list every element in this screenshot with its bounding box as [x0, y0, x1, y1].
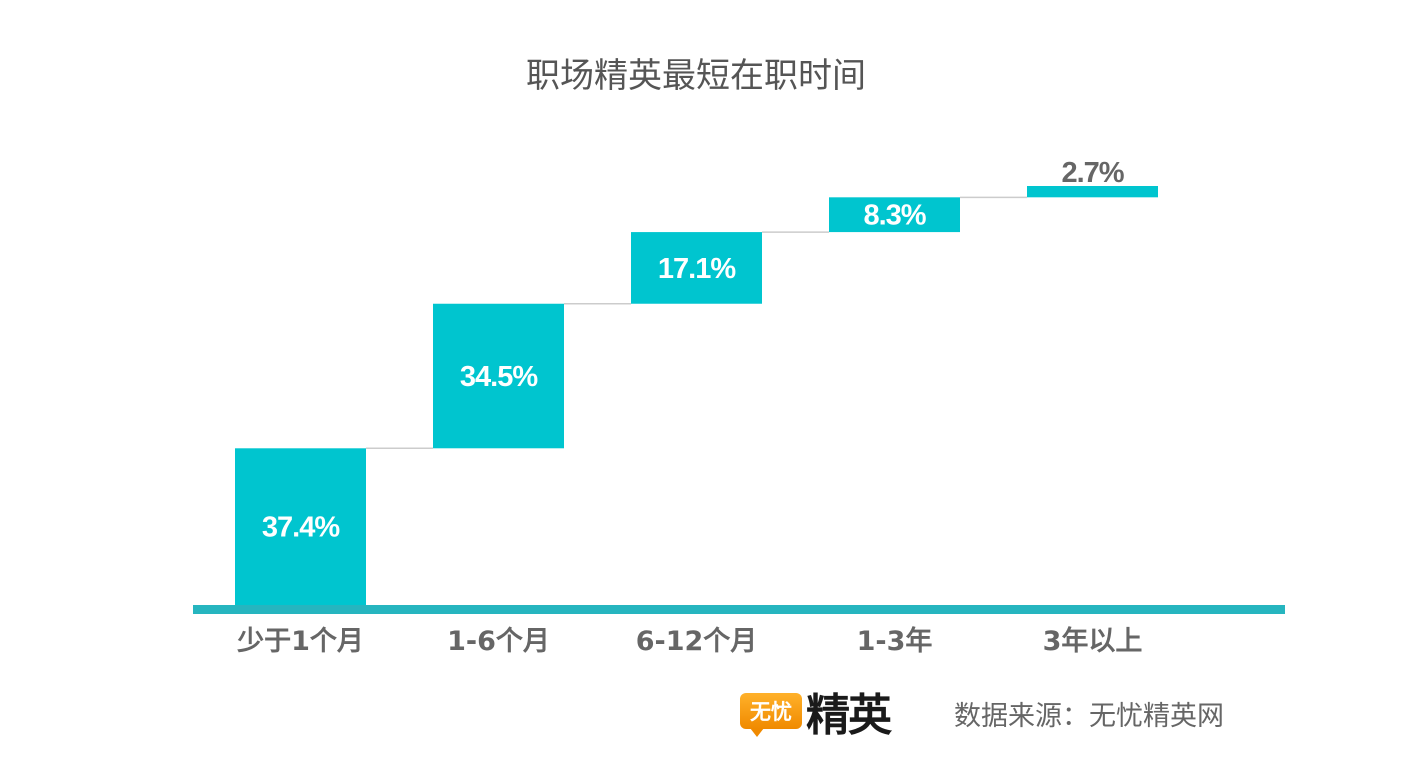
bar: [829, 197, 960, 233]
data-label: 8.3%: [863, 200, 926, 232]
data-label: 17.1%: [658, 253, 736, 285]
x-axis-line: [193, 605, 1285, 614]
tick-label: 6-12个月: [636, 626, 758, 657]
chart-title: 职场精英最短在职时间: [526, 56, 866, 96]
bar: [235, 448, 366, 605]
logo-mark: 无忧: [740, 693, 802, 737]
bar: [1027, 186, 1158, 198]
waterfall-chart: 37.4% 34.5% 17.1% 8.3% 2.7% 少于1个月 1-6个月 6-12个月 1…: [193, 157, 1285, 657]
bar: [631, 232, 762, 304]
data-source-note: 数据来源：无忧精英网: [954, 701, 1224, 732]
bar: [433, 303, 564, 449]
data-label: 2.7%: [1061, 157, 1124, 189]
tick-label: 1-6个月: [447, 626, 550, 657]
data-label: 37.4%: [262, 512, 340, 544]
tick-label: 3年以上: [1043, 625, 1143, 657]
brand-logo: 无忧 精英: [740, 686, 892, 741]
tick-label: 1-3年: [857, 625, 933, 657]
logo-wordmark: 精英: [806, 690, 892, 741]
tick-label: 少于1个月: [237, 626, 364, 657]
data-label: 34.5%: [460, 361, 538, 393]
